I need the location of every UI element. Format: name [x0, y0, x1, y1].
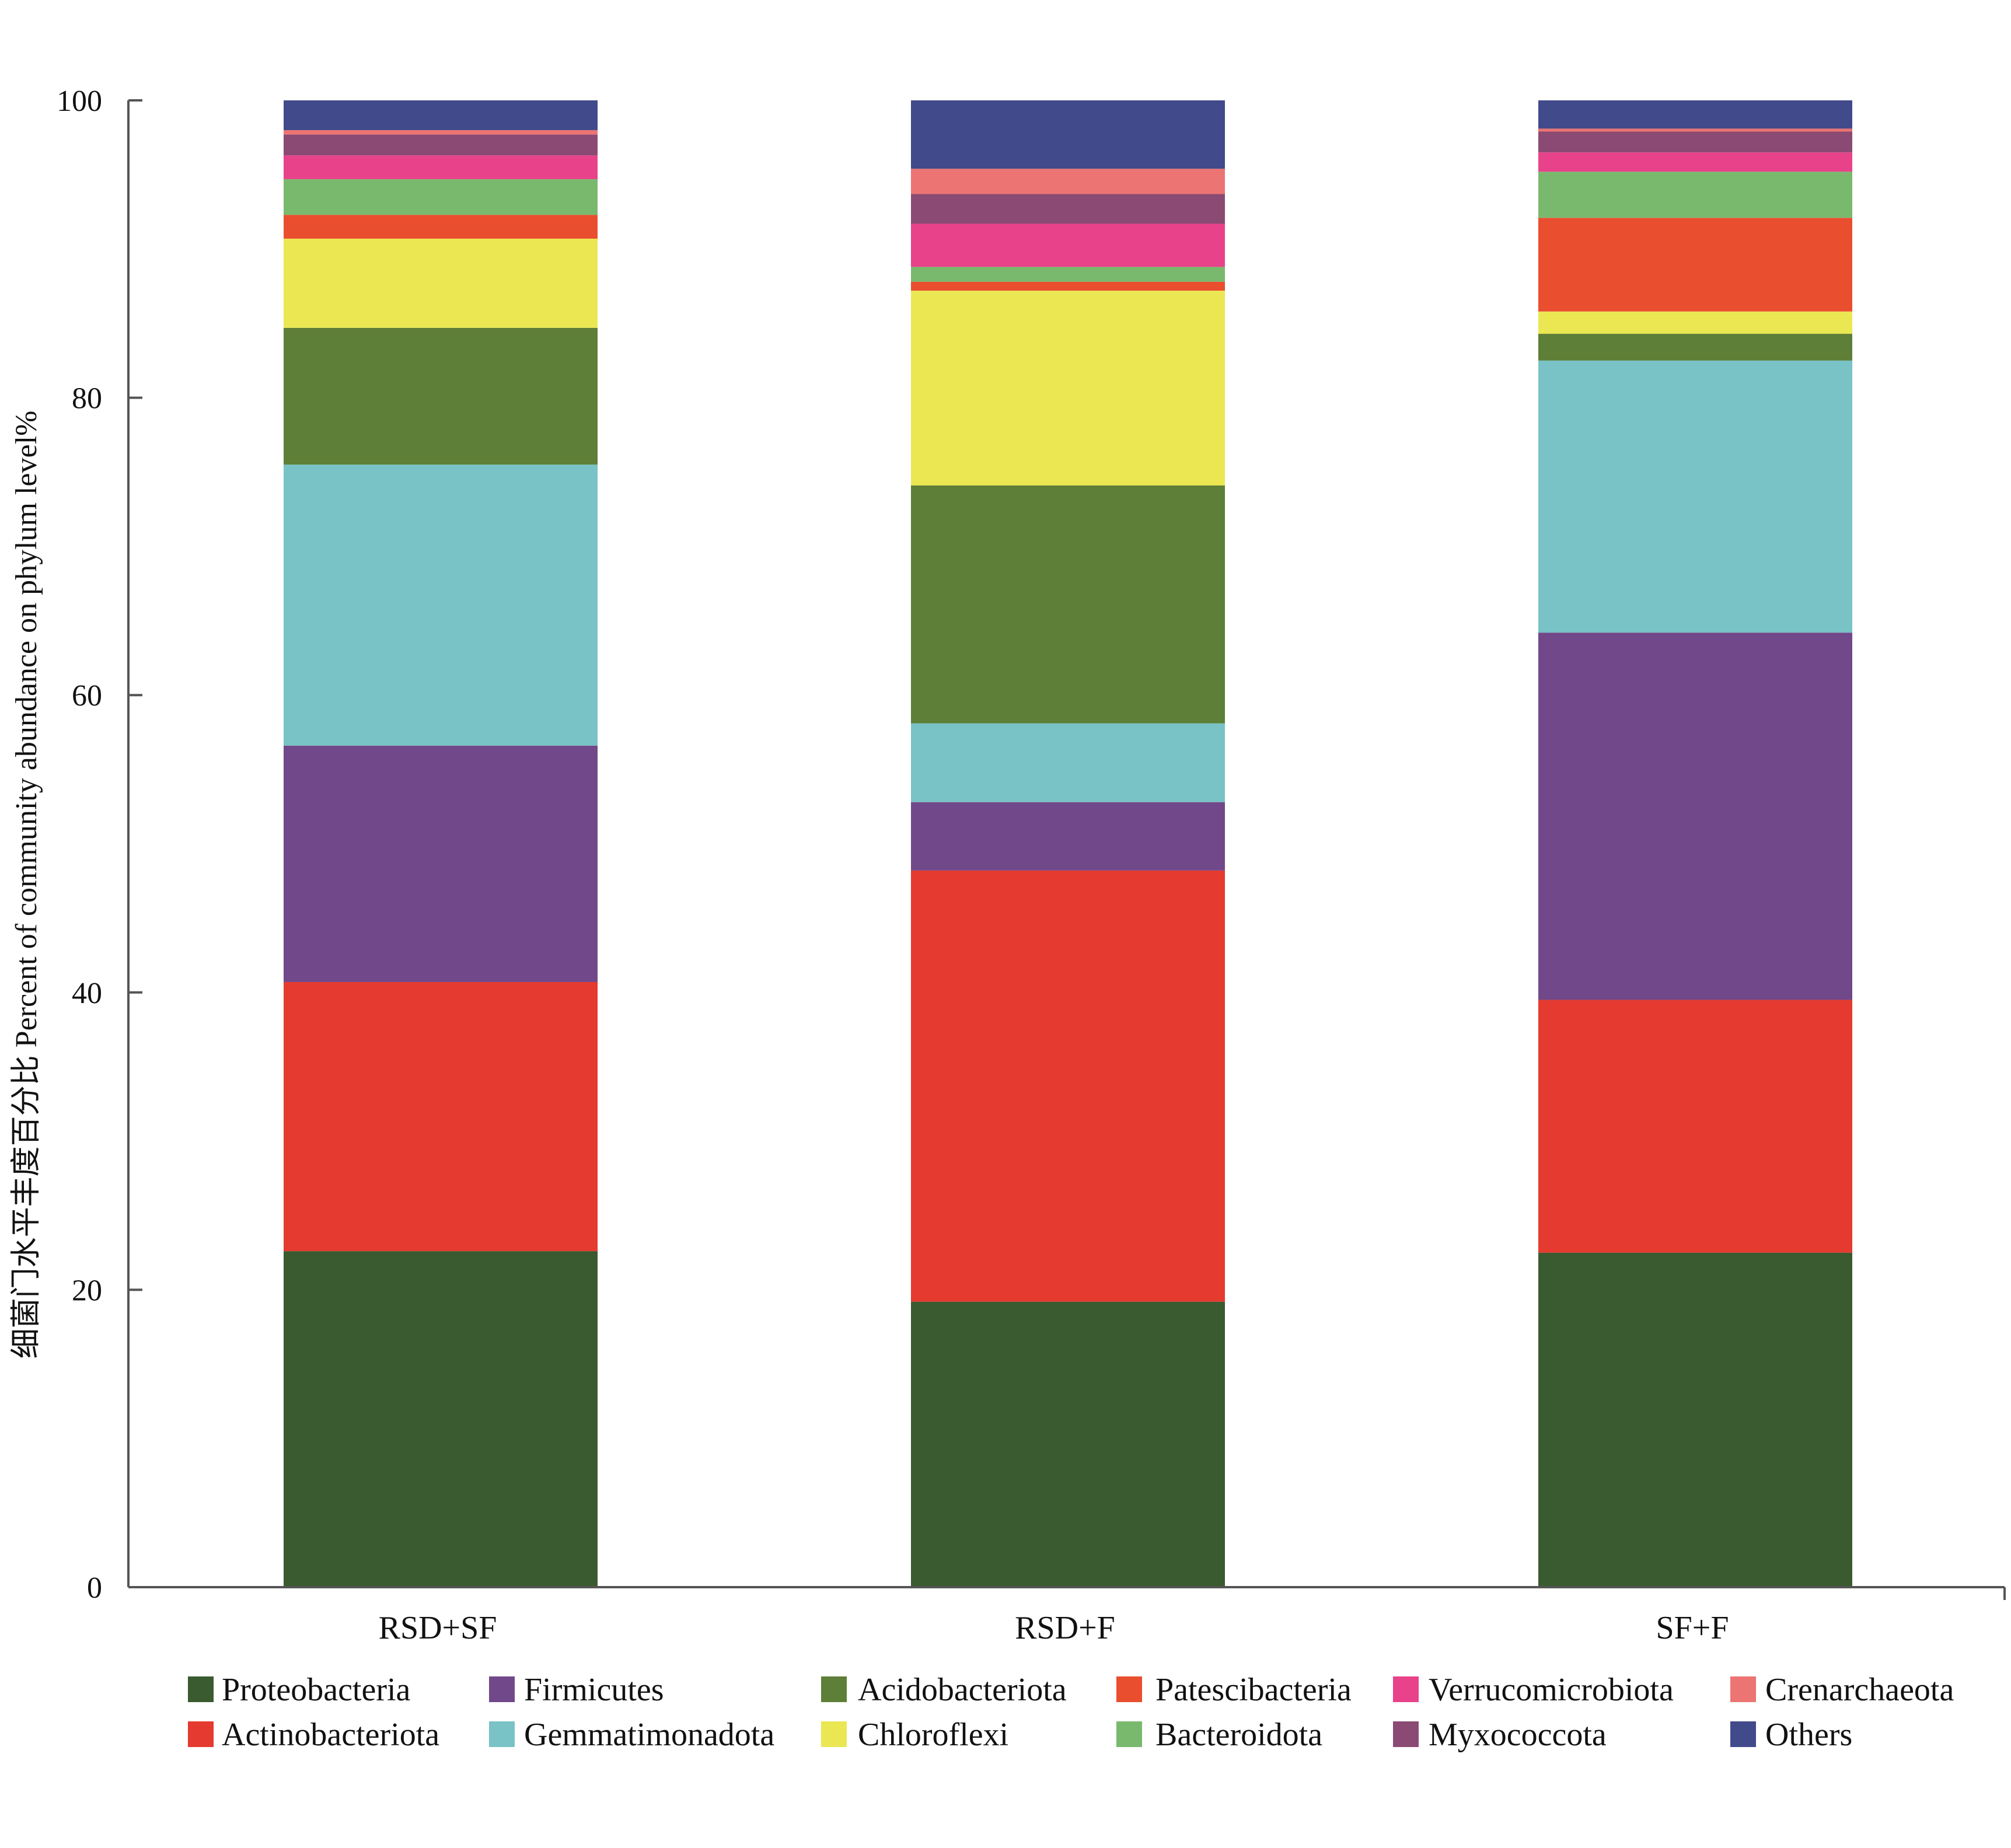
legend-swatch	[1393, 1721, 1419, 1747]
legend-label: Crenarchaeota	[1765, 1672, 1954, 1708]
bar-segment-patescibacteria	[1538, 218, 1852, 312]
bar-segment-patescibacteria	[284, 215, 598, 239]
y-tick-label: 80	[72, 382, 102, 415]
legend-swatch	[1730, 1676, 1756, 1702]
y-tick-label: 100	[57, 85, 102, 118]
bar-segment-myxococcota	[1538, 131, 1852, 153]
legend-item-verrucomicrobiota: Verrucomicrobiota	[1393, 1672, 1674, 1708]
bar-segment-firmicutes	[911, 802, 1225, 871]
bar-segment-bacteroidota	[1538, 172, 1852, 218]
legend-item-acidobacteriota: Acidobacteriota	[821, 1672, 1067, 1708]
bar-segment-verrucomicrobiota	[911, 223, 1225, 267]
y-tick-label: 0	[87, 1571, 102, 1605]
legend-item-chloroflexi: Chloroflexi	[821, 1717, 1008, 1753]
legend-swatch	[489, 1721, 515, 1747]
legend-item-firmicutes: Firmicutes	[489, 1672, 664, 1708]
legend-item-others: Others	[1730, 1717, 1852, 1753]
bar-stack-sf-f	[1538, 100, 1852, 1587]
bar-segment-gemmatimonadota	[911, 723, 1225, 802]
bar-segment-gemmatimonadota	[284, 464, 598, 746]
legend-label: Myxococcota	[1429, 1717, 1607, 1753]
legend-label: Acidobacteriota	[858, 1672, 1067, 1708]
legend-swatch	[1116, 1721, 1142, 1747]
bar-stack-rsd-sf	[284, 100, 598, 1587]
bar-segment-others	[1538, 100, 1852, 129]
legend-label: Actinobacteriota	[222, 1717, 439, 1753]
x-category-label: RSD+SF	[379, 1610, 497, 1646]
legend-label: Firmicutes	[524, 1672, 664, 1708]
bar-segment-others	[911, 100, 1225, 169]
bar-segment-chloroflexi	[284, 238, 598, 328]
bar-segment-chloroflexi	[911, 291, 1225, 485]
y-tick-label: 60	[72, 679, 102, 712]
legend-label: Verrucomicrobiota	[1429, 1672, 1674, 1708]
bar-segment-crenarchaeota	[1538, 128, 1852, 132]
axes-layer: 0 20 40 60 80 100 RSD+SF RSD+F SF+F 细菌门水平丰度百分比 Pe…	[10, 85, 2006, 1646]
bar-segment-proteobacteria	[284, 1251, 598, 1587]
legend-swatch	[821, 1676, 847, 1702]
y-tick-label: 40	[72, 977, 102, 1010]
legend-swatch	[489, 1676, 515, 1702]
bar-segment-crenarchaeota	[911, 169, 1225, 194]
bar-segment-myxococcota	[911, 194, 1225, 224]
bar-segment-actinobacteriota	[911, 870, 1225, 1302]
legend-item-crenarchaeota: Crenarchaeota	[1730, 1672, 1954, 1708]
x-category-label: SF+F	[1656, 1610, 1729, 1646]
legend-swatch	[1393, 1676, 1419, 1702]
bar-segment-chloroflexi	[1538, 311, 1852, 334]
legend-label: Gemmatimonadota	[524, 1717, 774, 1753]
bar-segment-crenarchaeota	[284, 130, 598, 135]
legend-swatch	[188, 1676, 214, 1702]
legend-swatch	[1116, 1676, 1142, 1702]
bar-segment-verrucomicrobiota	[284, 155, 598, 180]
bar-stack-rsd-f	[911, 100, 1225, 1587]
legend-swatch	[821, 1721, 847, 1747]
legend-item-bacteroidota: Bacteroidota	[1116, 1717, 1322, 1753]
bar-segment-acidobacteriota	[1538, 334, 1852, 361]
legend-label: Chloroflexi	[858, 1717, 1008, 1753]
legend-label: Proteobacteria	[222, 1672, 411, 1708]
legend-label: Bacteroidota	[1155, 1717, 1322, 1753]
bar-segment-patescibacteria	[911, 281, 1225, 291]
bar-segment-acidobacteriota	[911, 485, 1225, 724]
legend-swatch	[188, 1721, 214, 1747]
legend-item-proteobacteria: Proteobacteria	[188, 1672, 411, 1708]
legend-label: Others	[1765, 1717, 1852, 1753]
bar-segment-bacteroidota	[284, 179, 598, 215]
bar-segment-gemmatimonadota	[1538, 360, 1852, 633]
bar-segment-proteobacteria	[1538, 1252, 1852, 1587]
bar-segment-myxococcota	[284, 134, 598, 156]
y-tick-label: 20	[72, 1274, 102, 1307]
bars-layer	[284, 100, 1852, 1587]
bar-segment-acidobacteriota	[284, 327, 598, 465]
x-category-label: RSD+F	[1015, 1610, 1115, 1646]
legend: Proteobacteria Actinobacteriota Firmicutes…	[188, 1672, 1954, 1753]
bar-segment-firmicutes	[1538, 633, 1852, 1000]
bar-segment-verrucomicrobiota	[1538, 152, 1852, 172]
legend-label: Patescibacteria	[1155, 1672, 1352, 1708]
legend-swatch	[1730, 1721, 1756, 1747]
legend-item-actinobacteriota: Actinobacteriota	[188, 1717, 439, 1753]
bar-segment-actinobacteriota	[1538, 1000, 1852, 1253]
legend-item-gemmatimonadota: Gemmatimonadota	[489, 1717, 774, 1753]
bar-segment-firmicutes	[284, 745, 598, 982]
y-axis-title: 细菌门水平丰度百分比 Percent of community abundanc…	[10, 411, 43, 1359]
legend-item-patescibacteria: Patescibacteria	[1116, 1672, 1352, 1708]
legend-item-myxococcota: Myxococcota	[1393, 1717, 1607, 1753]
bar-segment-bacteroidota	[911, 267, 1225, 282]
bar-segment-others	[284, 100, 598, 130]
bar-segment-actinobacteriota	[284, 981, 598, 1252]
bar-segment-proteobacteria	[911, 1301, 1225, 1587]
